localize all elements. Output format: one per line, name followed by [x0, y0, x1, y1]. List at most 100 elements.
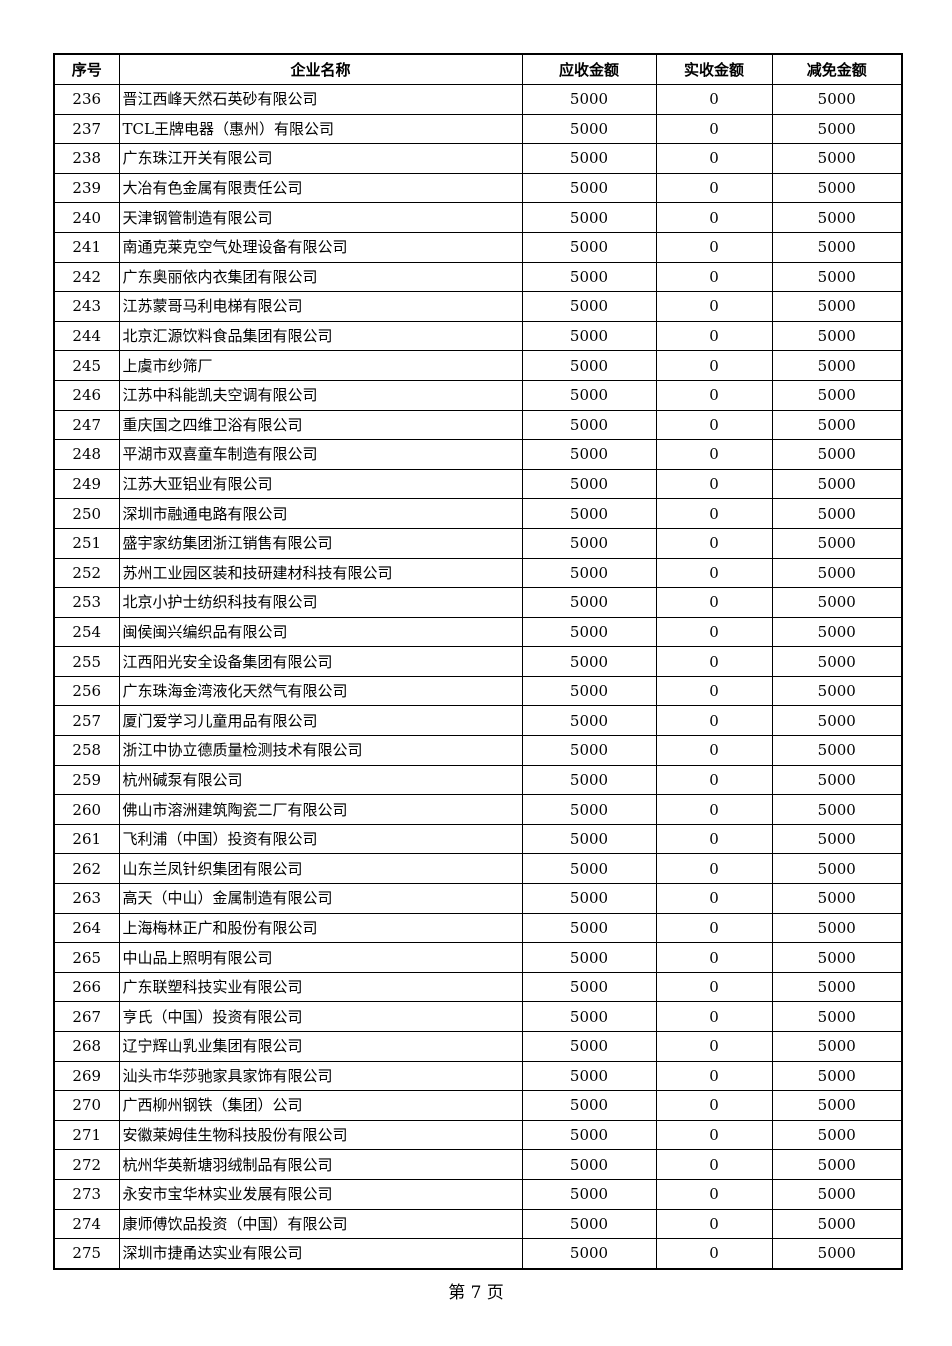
company-name: 杭州华英新塘羽绒制品有限公司 [118, 1149, 523, 1180]
amount-received: 0 [655, 883, 773, 914]
header-amount-received: 实收金额 [655, 53, 773, 85]
amount-waived: 5000 [771, 172, 903, 204]
company-name: 汕头市华莎驰家具家饰有限公司 [118, 1060, 523, 1092]
table-row: 250 深圳市融通电路有限公司 5000 0 5000 [53, 498, 903, 529]
amount-waived: 5000 [771, 764, 903, 796]
row-index: 255 [53, 646, 120, 677]
amount-due: 5000 [521, 646, 657, 677]
company-name: 厦门爱学习儿童用品有限公司 [118, 705, 523, 737]
amount-received: 0 [655, 320, 773, 352]
company-name: 高天（中山）金属制造有限公司 [118, 883, 523, 914]
row-index: 256 [53, 675, 120, 707]
company-name: 永安市宝华林实业发展有限公司 [118, 1178, 523, 1210]
amount-waived: 5000 [771, 498, 903, 529]
row-index: 240 [53, 202, 120, 233]
row-index: 251 [53, 527, 120, 559]
amount-waived: 5000 [771, 942, 903, 973]
amount-waived: 5000 [771, 439, 903, 470]
row-index: 236 [53, 84, 120, 115]
table-row: 260 佛山市溶洲建筑陶瓷二厂有限公司 5000 0 5000 [53, 794, 903, 825]
table-row: 238 广东珠江开关有限公司 5000 0 5000 [53, 143, 903, 174]
company-name: 南通克莱克空气处理设备有限公司 [118, 231, 523, 263]
table-row: 271 安徽莱姆佳生物科技股份有限公司 5000 0 5000 [53, 1119, 903, 1151]
amount-waived: 5000 [771, 1178, 903, 1210]
header-company-name: 企业名称 [118, 53, 523, 85]
table-row: 242 广东奥丽依内衣集团有限公司 5000 0 5000 [53, 261, 903, 293]
amount-waived: 5000 [771, 735, 903, 766]
amount-due: 5000 [521, 379, 657, 411]
amount-waived: 5000 [771, 1119, 903, 1151]
amount-received: 0 [655, 1031, 773, 1062]
amount-due: 5000 [521, 172, 657, 204]
company-name: 北京汇源饮料食品集团有限公司 [118, 320, 523, 352]
amount-received: 0 [655, 468, 773, 500]
row-index: 262 [53, 853, 120, 885]
amount-waived: 5000 [771, 113, 903, 145]
amount-due: 5000 [521, 735, 657, 766]
amount-received: 0 [655, 1178, 773, 1210]
row-index: 257 [53, 705, 120, 737]
table-row: 239 大冶有色金属有限责任公司 5000 0 5000 [53, 172, 903, 204]
amount-due: 5000 [521, 261, 657, 293]
amount-waived: 5000 [771, 409, 903, 441]
table-row: 268 辽宁辉山乳业集团有限公司 5000 0 5000 [53, 1031, 903, 1062]
amount-received: 0 [655, 498, 773, 529]
amount-due: 5000 [521, 1060, 657, 1092]
amount-due: 5000 [521, 350, 657, 381]
amount-received: 0 [655, 557, 773, 589]
table-row: 249 江苏大亚铝业有限公司 5000 0 5000 [53, 468, 903, 500]
amount-waived: 5000 [771, 143, 903, 174]
table-row: 243 江苏蒙哥马利电梯有限公司 5000 0 5000 [53, 291, 903, 322]
row-index: 272 [53, 1149, 120, 1180]
table-row: 266 广东联塑科技实业有限公司 5000 0 5000 [53, 971, 903, 1003]
amount-waived: 5000 [771, 1060, 903, 1092]
amount-waived: 5000 [771, 823, 903, 855]
amount-received: 0 [655, 379, 773, 411]
company-name: 江苏蒙哥马利电梯有限公司 [118, 291, 523, 322]
amount-due: 5000 [521, 84, 657, 115]
table-row: 245 上虞市纱筛厂 5000 0 5000 [53, 350, 903, 381]
amount-due: 5000 [521, 883, 657, 914]
row-index: 271 [53, 1119, 120, 1151]
row-index: 249 [53, 468, 120, 500]
table-row: 244 北京汇源饮料食品集团有限公司 5000 0 5000 [53, 320, 903, 352]
amount-due: 5000 [521, 675, 657, 707]
table-row: 261 飞利浦（中国）投资有限公司 5000 0 5000 [53, 823, 903, 855]
company-name: 上虞市纱筛厂 [118, 350, 523, 381]
amount-received: 0 [655, 675, 773, 707]
company-name: 深圳市捷甬达实业有限公司 [118, 1238, 523, 1270]
company-name: 康师傅饮品投资（中国）有限公司 [118, 1208, 523, 1240]
amount-received: 0 [655, 971, 773, 1003]
table-row: 259 杭州碱泵有限公司 5000 0 5000 [53, 764, 903, 796]
amount-due: 5000 [521, 971, 657, 1003]
company-name: 中山品上照明有限公司 [118, 942, 523, 973]
amount-waived: 5000 [771, 794, 903, 825]
amount-waived: 5000 [771, 1031, 903, 1062]
amount-waived: 5000 [771, 261, 903, 293]
amount-received: 0 [655, 735, 773, 766]
row-index: 263 [53, 883, 120, 914]
amount-waived: 5000 [771, 1208, 903, 1240]
amount-due: 5000 [521, 1001, 657, 1032]
amount-received: 0 [655, 942, 773, 973]
amount-waived: 5000 [771, 527, 903, 559]
row-index: 250 [53, 498, 120, 529]
amount-waived: 5000 [771, 557, 903, 589]
table-row: 257 厦门爱学习儿童用品有限公司 5000 0 5000 [53, 705, 903, 737]
amount-due: 5000 [521, 1090, 657, 1121]
amount-received: 0 [655, 794, 773, 825]
company-name: 平湖市双喜童车制造有限公司 [118, 439, 523, 470]
row-index: 237 [53, 113, 120, 145]
amount-due: 5000 [521, 587, 657, 618]
table-row: 240 天津钢管制造有限公司 5000 0 5000 [53, 202, 903, 233]
table-header-row: 序号 企业名称 应收金额 实收金额 减免金额 [53, 53, 903, 85]
company-name: 亨氏（中国）投资有限公司 [118, 1001, 523, 1032]
amount-received: 0 [655, 1149, 773, 1180]
amount-waived: 5000 [771, 971, 903, 1003]
company-name: 安徽莱姆佳生物科技股份有限公司 [118, 1119, 523, 1151]
amount-received: 0 [655, 616, 773, 648]
amount-received: 0 [655, 202, 773, 233]
table-row: 270 广西柳州钢铁（集团）公司 5000 0 5000 [53, 1090, 903, 1121]
row-index: 247 [53, 409, 120, 441]
amount-received: 0 [655, 1001, 773, 1032]
